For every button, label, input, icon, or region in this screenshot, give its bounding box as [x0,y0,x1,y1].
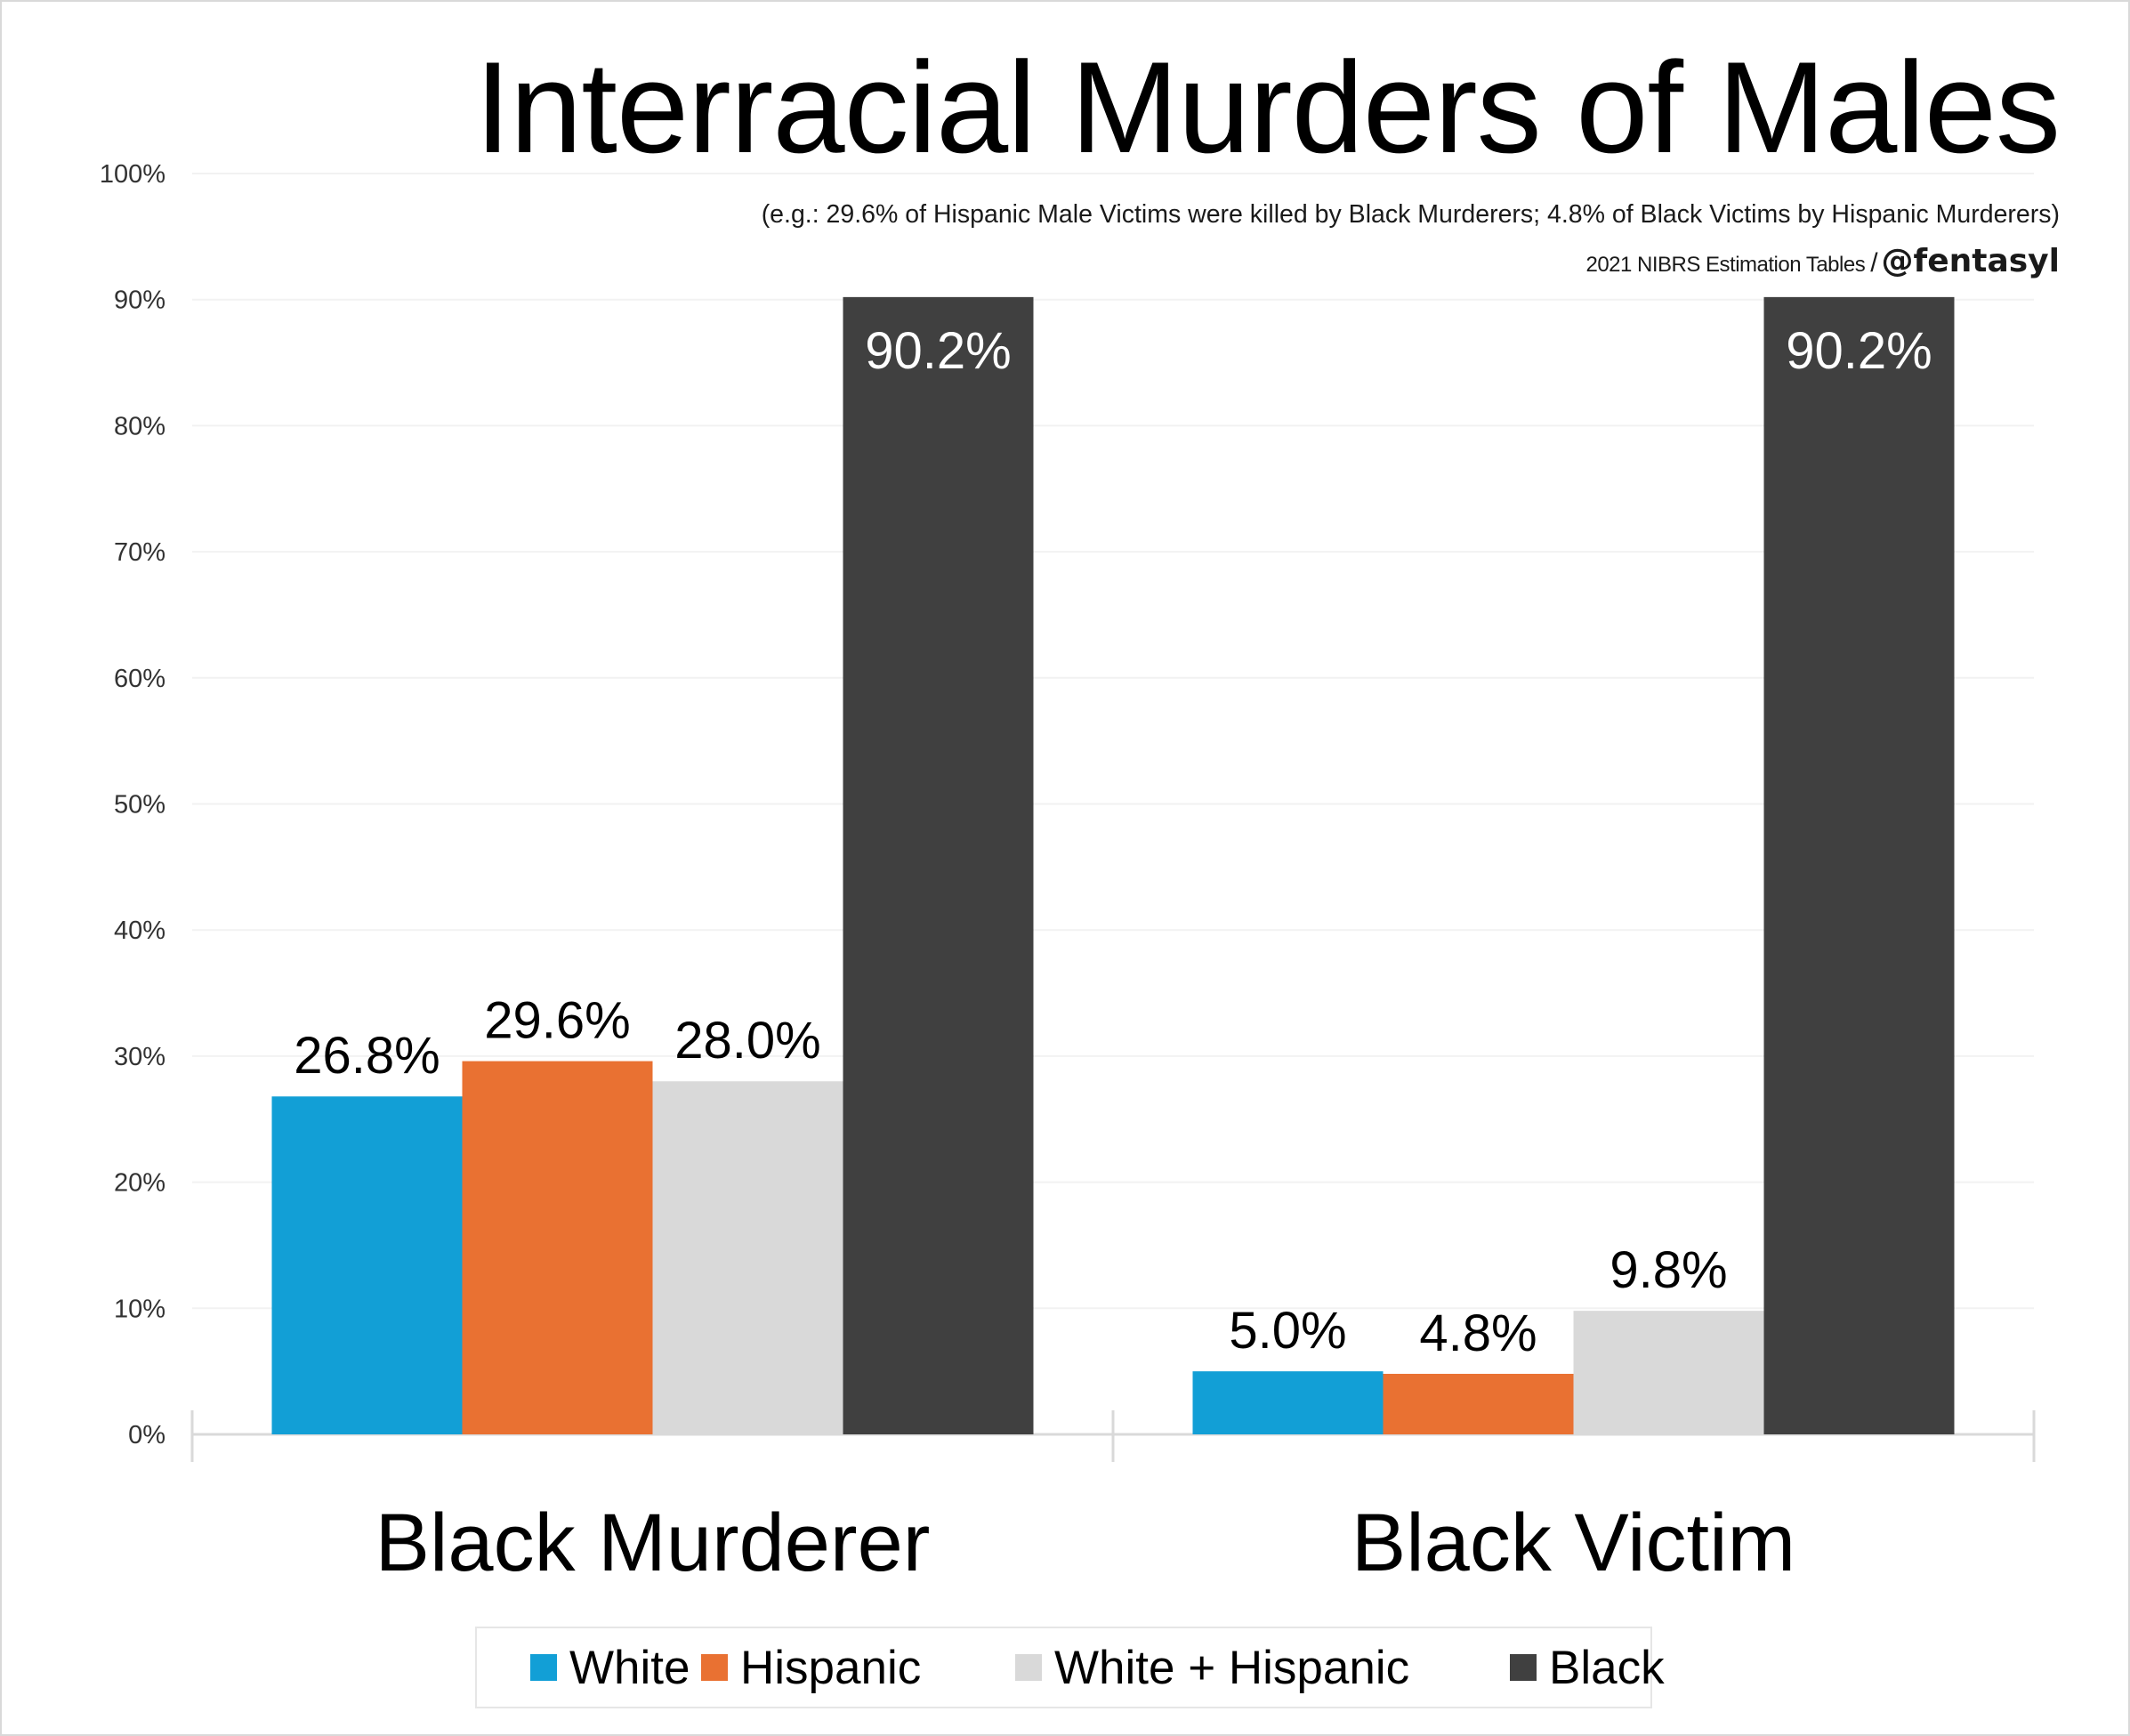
bar [1383,1373,1574,1434]
legend-item: Black [1510,1628,1665,1707]
legend-label: Hispanic [740,1641,922,1694]
y-tick-label: 30% [114,1043,165,1071]
chart-legend: White Hispanic White + Hispanic Black [475,1627,1665,1708]
source-separator: / [1870,248,1878,278]
y-tick-label: 100% [100,160,165,189]
y-tick-label: 20% [114,1169,165,1198]
legend-label: White [569,1641,690,1694]
bar [462,1061,653,1434]
legend-swatch [530,1654,557,1681]
chart-subtitle: (e.g.: 29.6% of Hispanic Male Victims we… [761,200,2060,229]
bar [652,1081,843,1434]
data-label: 26.8% [294,1027,440,1085]
x-category-label: Black Murderer [375,1498,931,1588]
legend-swatch [701,1654,728,1681]
y-tick-label: 60% [114,665,165,693]
data-label: 4.8% [1419,1304,1537,1362]
legend-label: White + Hispanic [1054,1641,1410,1694]
chart-title: Interracial Murders of Males [474,35,2061,180]
y-tick-label: 10% [114,1295,165,1323]
legend-swatch [1510,1654,1537,1681]
legend-label: Black [1549,1641,1665,1694]
legend-item: White + Hispanic [1015,1628,1409,1707]
data-label: 29.6% [484,992,630,1050]
bar [1763,296,1955,1435]
bar [271,1096,463,1434]
data-label: 90.2% [865,322,1011,380]
data-label: 5.0% [1229,1302,1346,1360]
y-tick-label: 70% [114,538,165,567]
bar [1192,1371,1384,1434]
bar [1573,1311,1764,1434]
source-line: 2021 NIBRS Estimation Tables / @fentasyl [1585,243,2060,279]
legend-item: Hispanic [701,1628,921,1707]
author-handle: @fentasyl [1881,243,2060,279]
y-tick-label: 90% [114,287,165,315]
source-label: 2021 NIBRS Estimation Tables [1585,253,1866,277]
y-tick-label: 40% [114,916,165,945]
y-tick-label: 0% [128,1421,165,1449]
data-label: 90.2% [1786,322,1932,380]
legend-item: White [530,1628,690,1707]
y-tick-label: 50% [114,791,165,820]
legend-swatch [1015,1654,1042,1681]
data-label: 9.8% [1610,1241,1727,1299]
data-label: 28.0% [674,1012,820,1070]
x-category-label: Black Victim [1351,1498,1795,1588]
y-tick-label: 80% [114,412,165,440]
bar [843,296,1034,1435]
